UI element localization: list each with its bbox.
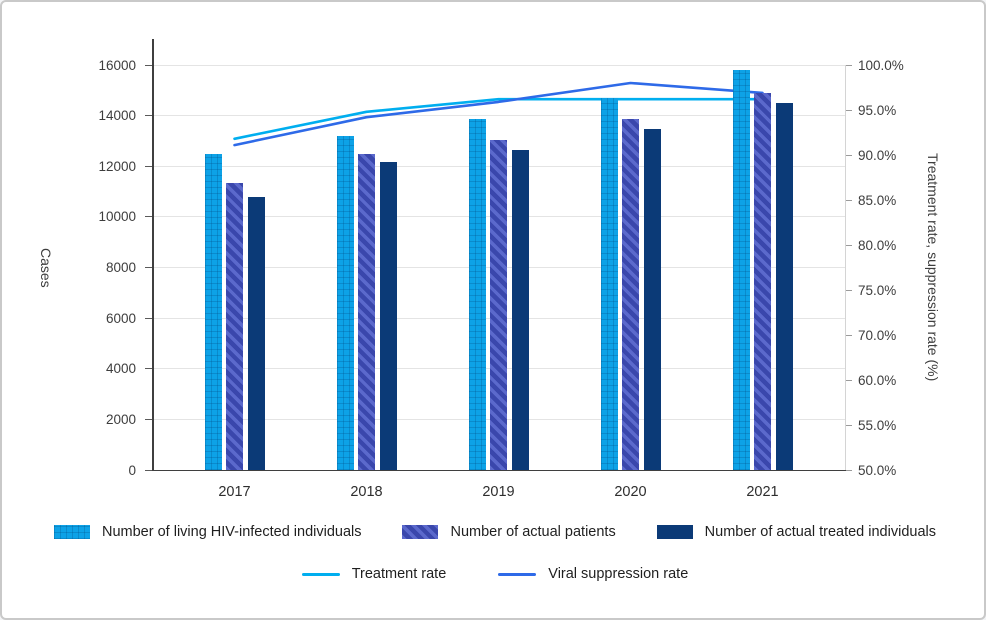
right-axis-tick-mark bbox=[846, 424, 852, 426]
bar-number-of-living-hiv-infected-individuals-2021 bbox=[732, 70, 750, 470]
right-axis-tick-label: 90.0% bbox=[858, 147, 897, 163]
right-axis-tick-label: 80.0% bbox=[858, 237, 897, 253]
legend-bars: Number of living HIV-infected individual… bbox=[2, 524, 984, 540]
left-axis-tick-mark bbox=[145, 267, 152, 268]
right-axis-line bbox=[845, 65, 846, 470]
x-axis-label-2021: 2021 bbox=[746, 484, 779, 500]
right-axis-tick-label: 85.0% bbox=[858, 192, 897, 208]
legend-label-treatment-rate: Treatment rate bbox=[351, 566, 447, 582]
bar-number-of-actual-treated-individuals-2019 bbox=[511, 149, 529, 470]
right-axis-tick-mark bbox=[846, 334, 852, 336]
right-axis-tick-mark bbox=[846, 199, 852, 201]
bar-number-of-living-hiv-infected-individuals-2017 bbox=[204, 153, 222, 470]
legend-item-actual-patients: Number of actual patients bbox=[402, 524, 616, 540]
left-axis-tick-label: 14000 bbox=[98, 108, 136, 124]
left-axis-tick-label: 6000 bbox=[105, 310, 136, 326]
bar-number-of-actual-patients-2021 bbox=[754, 92, 771, 470]
line-treatment-rate bbox=[233, 97, 764, 141]
horizontal-gridline bbox=[152, 64, 845, 66]
right-axis-tick-mark bbox=[846, 64, 852, 66]
right-axis-tick-label: 95.0% bbox=[858, 102, 897, 118]
bar-number-of-actual-patients-2020 bbox=[622, 118, 639, 470]
bar-number-of-actual-patients-2018 bbox=[358, 153, 375, 470]
right-axis-tick-label: 75.0% bbox=[858, 282, 897, 298]
bar-number-of-living-hiv-infected-individuals-2019 bbox=[468, 119, 486, 470]
x-axis-label-2017: 2017 bbox=[218, 484, 251, 500]
x-axis-label-2018: 2018 bbox=[350, 484, 383, 500]
left-axis-tick-label: 4000 bbox=[105, 361, 136, 377]
left-axis-tick-label: 10000 bbox=[98, 209, 136, 225]
legend-item-treatment-rate: Treatment rate bbox=[301, 566, 447, 582]
legend-label-viral-suppression: Viral suppression rate bbox=[548, 566, 689, 582]
left-axis-line bbox=[152, 39, 154, 470]
left-axis-tick-label: 0 bbox=[128, 462, 136, 478]
right-axis-tick-label: 70.0% bbox=[858, 327, 897, 343]
x-axis-line bbox=[152, 469, 846, 471]
left-axis-tick-mark bbox=[145, 317, 152, 319]
bar-number-of-actual-treated-individuals-2017 bbox=[247, 196, 265, 470]
legend-lines: Treatment rate Viral suppression rate bbox=[2, 566, 984, 582]
left-axis-title: Cases bbox=[38, 247, 54, 288]
legend-swatch-treatment-rate bbox=[301, 572, 340, 576]
left-axis-tick-label: 8000 bbox=[105, 260, 136, 275]
right-axis-tick-label: 50.0% bbox=[858, 462, 897, 478]
legend-label-actual-treated: Number of actual treated individuals bbox=[704, 524, 936, 540]
x-axis-label-2019: 2019 bbox=[482, 484, 515, 500]
left-axis-tick-mark bbox=[145, 216, 152, 218]
left-axis-tick-mark bbox=[145, 64, 152, 66]
bar-number-of-actual-patients-2019 bbox=[490, 139, 507, 470]
legend-swatch-actual-treated bbox=[656, 525, 693, 539]
right-axis-tick-mark bbox=[846, 154, 852, 156]
right-axis-tick-mark bbox=[846, 379, 852, 381]
left-axis-tick-label: 12000 bbox=[98, 158, 136, 174]
legend-label-actual-patients: Number of actual patients bbox=[450, 524, 616, 540]
legend-swatch-actual-patients bbox=[402, 525, 439, 539]
right-axis-tick-mark bbox=[846, 109, 852, 111]
bar-number-of-actual-treated-individuals-2021 bbox=[775, 102, 793, 470]
left-axis-tick-mark bbox=[145, 115, 152, 117]
left-axis-tick-mark bbox=[145, 165, 152, 167]
bar-number-of-actual-treated-individuals-2020 bbox=[643, 129, 661, 470]
right-axis-tick-label: 55.0% bbox=[858, 417, 897, 433]
bar-number-of-living-hiv-infected-individuals-2020 bbox=[600, 97, 618, 470]
legend-label-living-hiv: Number of living HIV-infected individual… bbox=[102, 524, 362, 540]
legend-item-living-hiv: Number of living HIV-infected individual… bbox=[54, 524, 362, 540]
bar-number-of-actual-treated-individuals-2018 bbox=[379, 162, 397, 470]
right-axis-tick-label: 100.0% bbox=[858, 57, 904, 73]
left-axis-tick-mark bbox=[145, 368, 152, 370]
legend-item-actual-treated: Number of actual treated individuals bbox=[656, 524, 936, 540]
legend-swatch-viral-suppression bbox=[498, 572, 537, 576]
line-viral-suppression-rate bbox=[233, 81, 764, 147]
bar-number-of-actual-patients-2017 bbox=[226, 182, 243, 470]
x-axis-label-2020: 2020 bbox=[614, 484, 647, 500]
legend-item-viral-suppression: Viral suppression rate bbox=[498, 566, 688, 582]
left-axis-tick-mark bbox=[145, 469, 152, 471]
left-axis-tick-mark bbox=[145, 418, 152, 420]
bar-number-of-living-hiv-infected-individuals-2018 bbox=[336, 135, 354, 470]
left-axis-tick-label: 16000 bbox=[98, 57, 136, 73]
right-axis-title: Treatment rate, suppression rate (%) bbox=[925, 153, 941, 382]
right-axis-tick-mark bbox=[846, 244, 852, 246]
legend-swatch-living-hiv bbox=[54, 525, 90, 539]
right-axis-tick-label: 60.0% bbox=[858, 372, 897, 388]
right-axis-tick-mark bbox=[846, 469, 852, 471]
right-axis-tick-mark bbox=[846, 289, 852, 291]
left-axis-tick-label: 2000 bbox=[105, 411, 136, 427]
